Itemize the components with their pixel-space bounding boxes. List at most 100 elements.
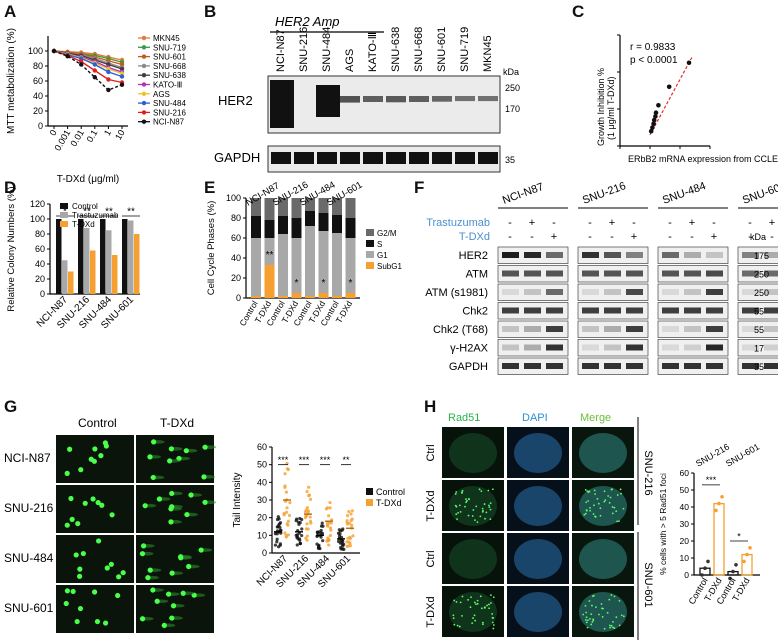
a-legend-marker [141, 45, 147, 50]
e-bar-segment [318, 213, 329, 231]
g-comet-head [70, 588, 76, 595]
a-series-line [53, 50, 123, 91]
h-foci [474, 619, 477, 622]
h-foci [492, 596, 495, 599]
d-ytick: 0 [40, 289, 45, 299]
h-foci [466, 499, 468, 502]
h-foci [588, 600, 591, 602]
g-legend-entry: T-DXd [376, 498, 402, 508]
g-point [347, 509, 351, 514]
h-foci [464, 505, 466, 508]
h-foci [471, 515, 474, 517]
f-band [582, 363, 599, 369]
h-foci [603, 627, 606, 630]
e-bar-segment [278, 198, 288, 216]
f-band [582, 252, 599, 258]
h-foci [492, 617, 495, 619]
h-foci [461, 615, 463, 617]
her2-band [455, 96, 475, 102]
g-row-label: SNU-484 [4, 551, 54, 565]
f-band [684, 252, 701, 258]
blot-lane-label: SNU-484 [321, 27, 333, 72]
h-foci [490, 602, 492, 604]
g-point [305, 538, 309, 542]
rad51-foci: Rad51 DAPI Merge Ctrl T-DXd Ctrl T-DXd SNU-2… [425, 412, 761, 640]
g-point [319, 528, 323, 533]
d-sig: ** [105, 207, 113, 218]
h-col-merge: Merge [580, 412, 611, 424]
gapdh-band [409, 152, 429, 164]
h-foci [585, 621, 588, 624]
h-foci [585, 501, 588, 504]
e-bar-segment [345, 238, 356, 293]
h-foci [607, 495, 610, 497]
f-band [764, 270, 778, 277]
kda-170: 170 [505, 104, 520, 114]
f-band [662, 252, 679, 258]
h-foci [491, 488, 494, 491]
f-band [742, 326, 759, 332]
g-point [275, 525, 279, 529]
g-point [300, 527, 304, 531]
h-foci [610, 488, 613, 491]
f-band [582, 326, 599, 332]
e-bar-segment [318, 231, 329, 293]
h-foci [489, 594, 492, 596]
f-band [764, 252, 778, 258]
h-foci [608, 501, 611, 504]
a-point [51, 48, 57, 54]
h-foci [585, 611, 588, 614]
c-xlabel: ERbB2 mRNA expression from CCLE [628, 154, 778, 164]
h-foci [596, 497, 599, 500]
a-legend-marker [141, 110, 147, 115]
g-comet-head [184, 511, 190, 518]
g-point [326, 514, 331, 518]
h-group-label: SNU-216 [694, 442, 731, 469]
f-band [524, 289, 541, 295]
g-comet-head [170, 603, 177, 609]
g-ytick: 20 [257, 513, 267, 523]
a-ytick: 20 [33, 106, 43, 116]
h-foci [589, 617, 591, 620]
panel-label-f: F [414, 178, 425, 197]
her2-band [270, 80, 294, 128]
e-bar-segment [318, 293, 329, 298]
f-band [524, 326, 541, 332]
g-point [347, 540, 351, 544]
f-band [502, 344, 519, 351]
g-point [286, 533, 291, 537]
h-foci [589, 507, 591, 509]
h-nucleus [449, 433, 497, 473]
f-kda-marker: 17 [754, 344, 764, 354]
h-foci [472, 617, 474, 619]
g-comet-head [68, 495, 74, 502]
f-tdxd-sign: - [508, 231, 512, 243]
h-foci [459, 511, 462, 513]
h-foci [599, 507, 602, 510]
g-point [298, 541, 302, 546]
g-comet-head [147, 567, 153, 573]
h-ytick: 20 [680, 536, 690, 546]
f-band [604, 252, 621, 258]
g-point [328, 533, 332, 538]
e-sig: * [349, 278, 353, 289]
h-sig: * [737, 531, 741, 541]
f-band [684, 270, 701, 277]
f-band [764, 363, 778, 369]
h-nucleus [514, 539, 562, 579]
h-foci [453, 599, 456, 602]
e-legend-entry: G1 [377, 251, 388, 260]
g-point [285, 506, 289, 510]
h-foci [592, 513, 595, 515]
f-band [662, 363, 679, 369]
e-bar-segment [278, 296, 288, 298]
c-point [648, 128, 654, 134]
blot-lane-label: SNU-216 [298, 27, 310, 72]
f-band [742, 307, 759, 314]
c-fit-line [649, 56, 693, 136]
a-ytick: 0 [38, 121, 43, 131]
g-comet-head [169, 490, 175, 497]
h-foci [489, 502, 492, 505]
f-blot-box [497, 339, 569, 357]
